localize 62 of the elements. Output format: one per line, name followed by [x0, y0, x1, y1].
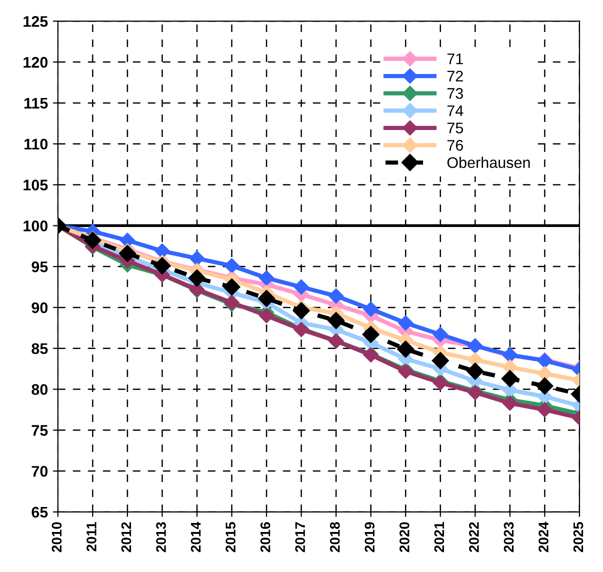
x-tick-label: 2020: [400, 522, 410, 552]
point: [328, 312, 345, 330]
x-tick-label: 2018: [330, 522, 340, 552]
point: [294, 279, 309, 295]
y-tick-label: 115: [24, 98, 48, 109]
legend-label: 76: [447, 140, 463, 151]
point: [537, 366, 552, 382]
point: [537, 402, 552, 418]
x-tick-label: 2010: [52, 522, 62, 552]
x-tick-label: 2023: [504, 522, 514, 552]
legend-label: 71: [447, 54, 463, 64]
y-tick-label: 65: [32, 506, 48, 518]
x-tick-label: 2021: [434, 522, 444, 552]
point: [223, 278, 240, 296]
y-tick-label: 100: [24, 220, 48, 232]
y-tick-label: 75: [32, 425, 48, 436]
point: [398, 315, 414, 331]
y-tick-label: 95: [32, 261, 48, 272]
legend-label: 73: [447, 88, 463, 99]
y-tick-label: 120: [24, 56, 48, 68]
x-tick-label: 2022: [469, 522, 479, 552]
y-tick-label: 80: [32, 384, 48, 395]
point: [224, 258, 240, 274]
point: [397, 340, 414, 358]
y-tick-label: 70: [32, 466, 48, 477]
legend-label: 75: [447, 122, 464, 134]
y-tick-label: 125: [24, 16, 48, 27]
point: [432, 326, 448, 342]
point: [328, 288, 344, 304]
point: [189, 250, 205, 266]
x-tick-label: 2019: [364, 522, 375, 552]
x-tick-label: 2025: [573, 522, 584, 552]
point: [188, 269, 206, 287]
x-tick-label: 2011: [86, 522, 96, 552]
x-tick-label: 2017: [295, 522, 306, 552]
y-tick-label: 105: [24, 180, 48, 190]
point: [118, 244, 136, 262]
x-tick-label: 2013: [156, 522, 166, 552]
point: [466, 362, 484, 380]
x-tick-label: 2024: [538, 522, 548, 552]
point: [292, 302, 310, 320]
point: [258, 270, 274, 286]
x-tick-label: 2014: [190, 522, 201, 552]
y-tick-label: 90: [32, 302, 48, 314]
legend-label: Oberhausen: [447, 156, 530, 168]
x-tick-label: 2015: [226, 522, 236, 552]
x-tick-label: 2016: [260, 522, 270, 552]
point: [536, 377, 554, 395]
point: [363, 302, 378, 317]
y-tick-label: 110: [24, 138, 48, 150]
point: [501, 370, 518, 388]
point: [258, 290, 276, 308]
point: [432, 352, 449, 370]
legend-label: 74: [447, 105, 464, 116]
point: [154, 243, 170, 259]
y-tick-label: 85: [32, 343, 48, 354]
point: [362, 326, 380, 343]
point: [502, 396, 518, 411]
x-tick-label: 2012: [121, 522, 132, 552]
point: [154, 257, 171, 274]
point: [258, 308, 274, 324]
legend-label: 72: [447, 70, 463, 82]
